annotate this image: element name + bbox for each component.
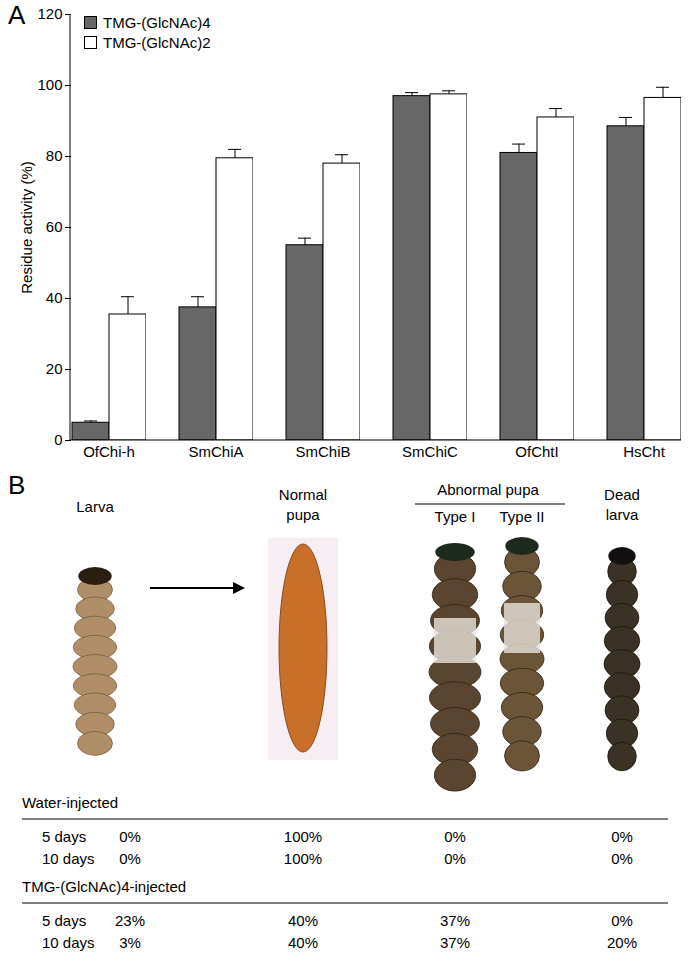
svg-text:20%: 20% <box>607 934 637 951</box>
svg-text:0: 0 <box>54 431 62 448</box>
svg-text:0%: 0% <box>611 828 633 845</box>
svg-text:0%: 0% <box>444 828 466 845</box>
svg-text:0%: 0% <box>119 828 141 845</box>
svg-text:0%: 0% <box>611 850 633 867</box>
svg-text:100%: 100% <box>284 850 322 867</box>
svg-text:pupa: pupa <box>286 506 320 523</box>
svg-text:Larva: Larva <box>76 498 114 515</box>
svg-text:Residue activity (%): Residue activity (%) <box>18 161 35 294</box>
svg-text:23%: 23% <box>115 912 145 929</box>
svg-text:Type II: Type II <box>499 508 544 525</box>
svg-text:40%: 40% <box>288 912 318 929</box>
svg-text:120: 120 <box>37 5 62 22</box>
svg-text:OfChi-h: OfChi-h <box>83 443 135 460</box>
svg-text:0%: 0% <box>611 912 633 929</box>
svg-text:Normal: Normal <box>279 486 327 503</box>
svg-text:40: 40 <box>46 289 63 306</box>
html-text:A: A <box>8 0 26 30</box>
svg-text:37%: 37% <box>440 912 470 929</box>
svg-text:10 days: 10 days <box>42 934 95 951</box>
svg-text:100: 100 <box>37 76 62 93</box>
svg-text:20: 20 <box>46 360 63 377</box>
svg-text:Water-injected: Water-injected <box>22 794 118 811</box>
svg-text:larva: larva <box>606 506 639 523</box>
html-text:TMG-(GlcNAc)2: TMG-(GlcNAc)2 <box>103 33 211 51</box>
svg-text:SmChiA: SmChiA <box>188 443 243 460</box>
svg-text:Dead: Dead <box>604 486 640 503</box>
svg-text:SmChiC: SmChiC <box>402 443 458 460</box>
svg-text:5 days: 5 days <box>42 828 86 845</box>
svg-text:40%: 40% <box>288 934 318 951</box>
svg-text:HsCht: HsCht <box>623 443 666 460</box>
svg-text:5 days: 5 days <box>42 912 86 929</box>
svg-text:3%: 3% <box>119 934 141 951</box>
svg-text:37%: 37% <box>440 934 470 951</box>
svg-text:0%: 0% <box>444 850 466 867</box>
svg-text:TMG-(GlcNAc)4-injected: TMG-(GlcNAc)4-injected <box>22 878 186 895</box>
svg-text:100%: 100% <box>284 828 322 845</box>
svg-text:0%: 0% <box>119 850 141 867</box>
svg-text:B: B <box>8 470 25 500</box>
svg-text:SmChiB: SmChiB <box>295 443 350 460</box>
svg-text:Type I: Type I <box>435 508 476 525</box>
svg-text:60: 60 <box>46 218 63 235</box>
html-text:TMG-(GlcNAc)4: TMG-(GlcNAc)4 <box>103 13 211 31</box>
svg-text:OfChtI: OfChtI <box>515 443 558 460</box>
svg-text:Abnormal pupa: Abnormal pupa <box>437 481 539 498</box>
svg-text:80: 80 <box>46 147 63 164</box>
svg-text:10 days: 10 days <box>42 850 95 867</box>
